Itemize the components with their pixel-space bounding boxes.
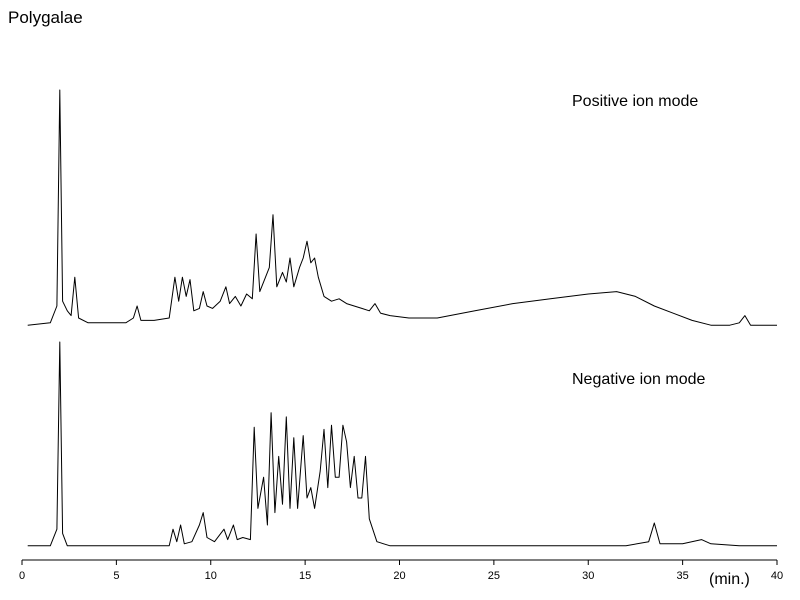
positive-mode-label: Positive ion mode: [572, 93, 699, 110]
x-tick-label-35: 35: [677, 570, 689, 582]
negative-mode-label: Negative ion mode: [572, 371, 706, 388]
x-tick-label-20: 20: [393, 570, 405, 582]
x-tick-label-15: 15: [299, 570, 311, 582]
x-tick-label-30: 30: [582, 570, 594, 582]
x-tick-label-25: 25: [488, 570, 500, 582]
trace-series-2: [27, 341, 777, 547]
x-tick-label-0: 0: [19, 570, 25, 582]
x-tick-label-40: 40: [771, 570, 783, 582]
x-tick-label-10: 10: [205, 570, 217, 582]
x-tick-label-5: 5: [113, 570, 119, 582]
x-axis-unit-label: (min.): [709, 571, 750, 588]
chart-title: Polygalae: [8, 8, 83, 27]
trace-series-1: [27, 89, 777, 326]
